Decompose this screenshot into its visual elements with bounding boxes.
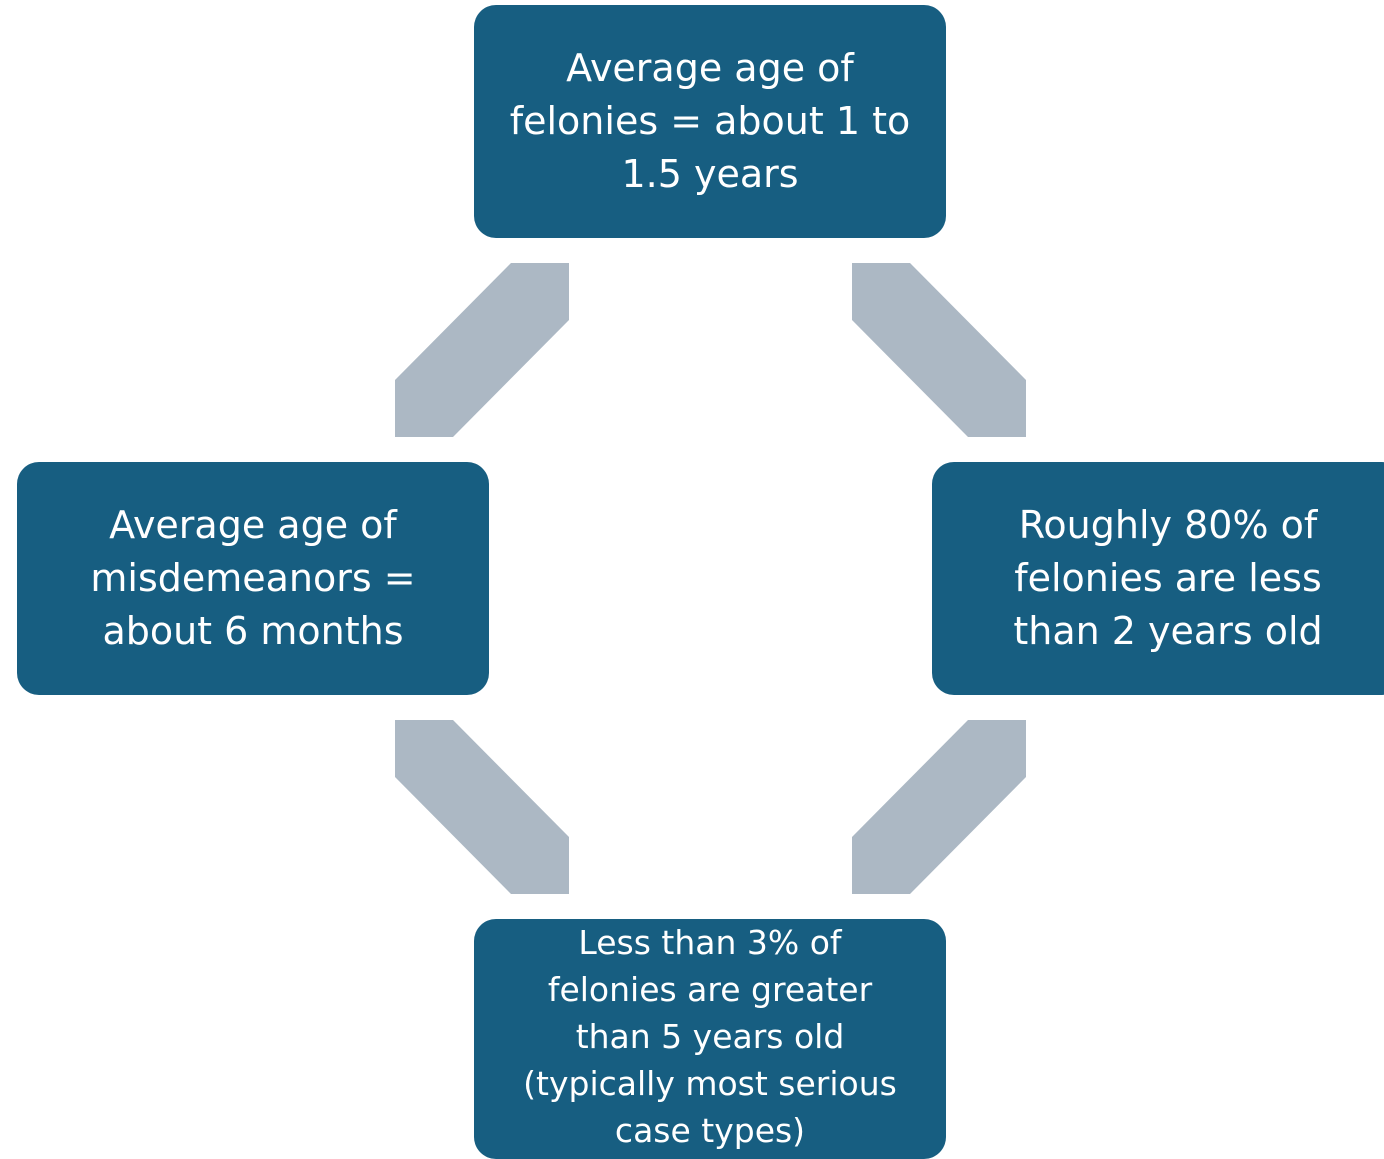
node-felonies-under-2-years: Roughly 80% of felonies are less than 2 … [932, 462, 1384, 695]
arrow-bottom-left [395, 720, 569, 894]
arrow-bottom-right [852, 720, 1026, 894]
arrow-top-right [852, 263, 1026, 437]
arrow-top-left [395, 263, 569, 437]
node-felonies-over-5-years: Less than 3% of felonies are greater tha… [474, 919, 946, 1159]
node-felony-average-age: Average age of felonies = about 1 to 1.5… [474, 5, 946, 238]
node-felonies-under-2-years-text: Roughly 80% of felonies are less than 2 … [1013, 503, 1323, 653]
node-felony-average-age-text: Average age of felonies = about 1 to 1.5… [509, 46, 911, 196]
node-misdemeanor-average-age: Average age of misdemeanors = about 6 mo… [17, 462, 489, 695]
node-felonies-over-5-years-text: Less than 3% of felonies are greater tha… [523, 923, 897, 1150]
node-misdemeanor-average-age-text: Average age of misdemeanors = about 6 mo… [90, 503, 416, 653]
